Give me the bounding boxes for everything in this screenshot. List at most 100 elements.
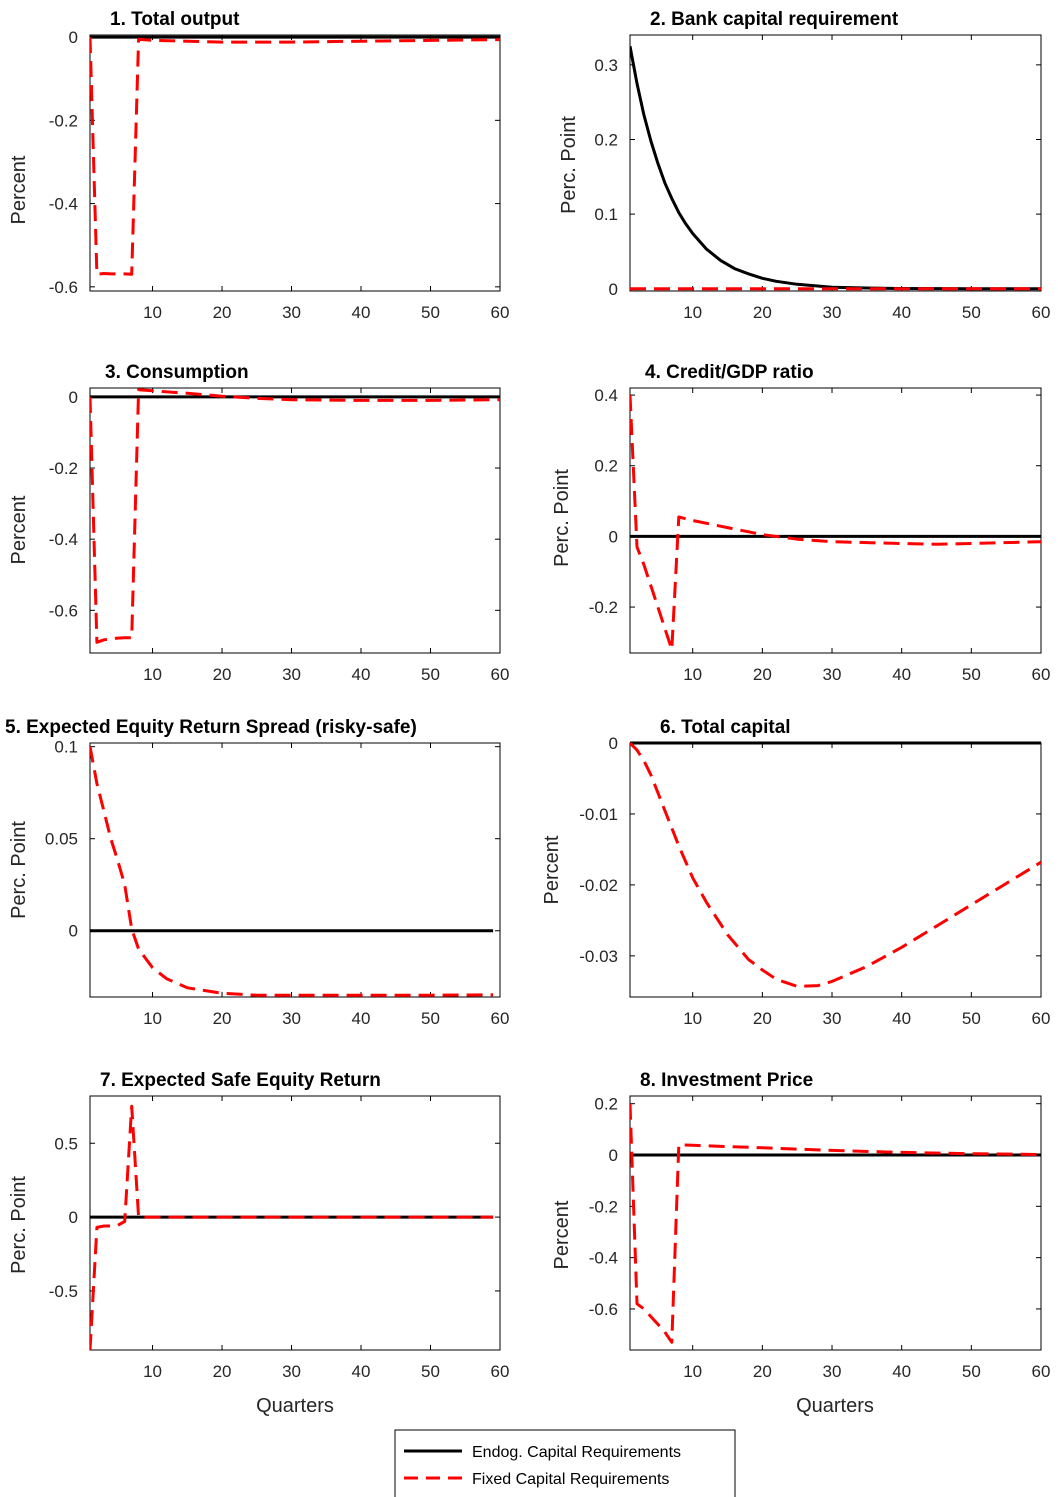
y-axis-label: Perc. Point bbox=[8, 821, 30, 919]
x-tick-label: 20 bbox=[753, 1362, 772, 1381]
panel-title: 5. Expected Equity Return Spread (risky-… bbox=[5, 717, 417, 738]
x-tick-label: 50 bbox=[421, 303, 440, 322]
panel-5: 10 20 30 40 50 60 0.1 0.05 0 5. Expected Equity R… bbox=[5, 717, 509, 1028]
x-tick-label: 60 bbox=[1032, 665, 1051, 684]
y-tick-label: 0.1 bbox=[54, 738, 78, 757]
x-tick-label: 50 bbox=[962, 665, 981, 684]
series-fixed-capital bbox=[90, 1104, 494, 1351]
plot-frame bbox=[89, 34, 501, 292]
panel-title: 1. Total output bbox=[110, 9, 240, 30]
y-tick-label: -0.6 bbox=[49, 278, 78, 297]
panel-8: 10 20 30 40 50 60 0.2 0 -0.2 -0.4 -0.6 8. Investmen… bbox=[551, 1070, 1050, 1417]
y-tick-label: -0.4 bbox=[49, 530, 78, 549]
x-axis-label: Quarters bbox=[796, 1395, 874, 1417]
x-tick-label: 40 bbox=[892, 303, 911, 322]
panel-4: 10 20 30 40 50 60 0.4 0.2 0 -0.2 4. Credit/GDP rat… bbox=[551, 362, 1050, 684]
x-tick-label: 50 bbox=[962, 1009, 981, 1028]
x-tick-label: 10 bbox=[143, 1009, 162, 1028]
x-tick-label: 10 bbox=[683, 1009, 702, 1028]
x-tick-label: 20 bbox=[213, 1362, 232, 1381]
x-tick-label: 60 bbox=[1032, 1362, 1051, 1381]
x-tick-label: 60 bbox=[491, 665, 510, 684]
x-tick-label: 20 bbox=[213, 665, 232, 684]
series-fixed-capital bbox=[630, 395, 1041, 651]
x-tick-label: 10 bbox=[143, 1362, 162, 1381]
x-tick-label: 20 bbox=[213, 303, 232, 322]
y-tick-label: 0.2 bbox=[594, 1095, 618, 1114]
y-tick-label: -0.4 bbox=[49, 195, 78, 214]
x-tick-label: 50 bbox=[962, 1362, 981, 1381]
y-tick-label: 0 bbox=[609, 734, 618, 753]
plot-frame bbox=[629, 387, 1042, 654]
y-axis-label: Percent bbox=[551, 1200, 573, 1269]
panel-title: 8. Investment Price bbox=[640, 1070, 813, 1091]
x-tick-label: 50 bbox=[962, 303, 981, 322]
y-tick-label: 0.1 bbox=[594, 205, 618, 224]
x-tick-label: 20 bbox=[753, 303, 772, 322]
y-axis-label: Percent bbox=[8, 495, 30, 564]
y-tick-label: 0.2 bbox=[594, 130, 618, 149]
x-tick-label: 10 bbox=[683, 1362, 702, 1381]
series-fixed-capital bbox=[90, 37, 500, 276]
plot-frame bbox=[629, 1095, 1042, 1351]
y-axis-label: Perc. Point bbox=[8, 1176, 30, 1274]
x-tick-label: 60 bbox=[491, 303, 510, 322]
y-tick-label: 0 bbox=[609, 1146, 618, 1165]
plot-frame bbox=[89, 1095, 501, 1351]
y-tick-label: 0 bbox=[69, 28, 78, 47]
x-tick-label: 50 bbox=[421, 1009, 440, 1028]
x-tick-label: 30 bbox=[823, 1362, 842, 1381]
y-tick-label: -0.2 bbox=[589, 1197, 618, 1216]
x-tick-label: 30 bbox=[282, 1009, 301, 1028]
plot-frame bbox=[89, 742, 501, 998]
series-fixed-capital bbox=[630, 1103, 1041, 1344]
plot-frame bbox=[89, 387, 501, 654]
x-tick-label: 40 bbox=[352, 665, 371, 684]
y-tick-label: -0.2 bbox=[589, 598, 618, 617]
y-tick-label: -0.2 bbox=[49, 111, 78, 130]
y-tick-label: 0.4 bbox=[594, 386, 618, 405]
panel-title: 2. Bank capital requirement bbox=[650, 9, 899, 30]
legend-box bbox=[394, 1429, 736, 1497]
y-tick-label: -0.5 bbox=[49, 1282, 78, 1301]
y-tick-label: 0.05 bbox=[45, 830, 78, 849]
y-tick-label: 0.5 bbox=[54, 1134, 78, 1153]
y-tick-label: 0 bbox=[609, 280, 618, 299]
y-tick-label: -0.6 bbox=[589, 1300, 618, 1319]
panel-title: 4. Credit/GDP ratio bbox=[645, 362, 814, 383]
x-tick-label: 20 bbox=[753, 1009, 772, 1028]
x-tick-label: 40 bbox=[892, 1009, 911, 1028]
x-tick-label: 30 bbox=[282, 1362, 301, 1381]
y-axis-label: Perc. Point bbox=[551, 469, 573, 567]
legend-label-fixed: Fixed Capital Requirements bbox=[472, 1471, 669, 1488]
y-tick-label: 0.2 bbox=[594, 457, 618, 476]
x-tick-label: 40 bbox=[352, 1362, 371, 1381]
x-tick-label: 40 bbox=[892, 665, 911, 684]
y-tick-label: 0 bbox=[69, 388, 78, 407]
x-tick-label: 10 bbox=[143, 665, 162, 684]
panel-7: 10 20 30 40 50 60 0.5 0 -0.5 7. Expected Safe Equ… bbox=[8, 1070, 509, 1417]
y-tick-label: -0.2 bbox=[49, 459, 78, 478]
x-tick-label: 50 bbox=[421, 665, 440, 684]
legend: Endog. Capital Requirements Fixed Capita… bbox=[394, 1429, 736, 1497]
y-tick-label: 0 bbox=[609, 527, 618, 546]
y-tick-label: -0.4 bbox=[589, 1249, 618, 1268]
plot-frame bbox=[629, 34, 1042, 292]
series-fixed-capital bbox=[90, 746, 494, 997]
x-tick-label: 60 bbox=[1032, 303, 1051, 322]
x-tick-label: 30 bbox=[823, 1009, 842, 1028]
panel-1: 10 20 30 40 50 60 0 -0.2 -0.4 -0.6 1. Total output… bbox=[8, 9, 509, 322]
y-tick-label: 0 bbox=[69, 1208, 78, 1227]
x-tick-label: 10 bbox=[683, 303, 702, 322]
x-tick-label: 10 bbox=[143, 303, 162, 322]
x-tick-label: 50 bbox=[421, 1362, 440, 1381]
x-tick-label: 60 bbox=[1032, 1009, 1051, 1028]
y-axis-label: Percent bbox=[8, 155, 30, 224]
x-tick-label: 40 bbox=[352, 303, 371, 322]
x-tick-label: 20 bbox=[753, 665, 772, 684]
plot-frame bbox=[629, 742, 1042, 998]
y-tick-label: -0.6 bbox=[49, 601, 78, 620]
y-tick-label: 0.3 bbox=[594, 56, 618, 75]
x-tick-label: 30 bbox=[282, 665, 301, 684]
